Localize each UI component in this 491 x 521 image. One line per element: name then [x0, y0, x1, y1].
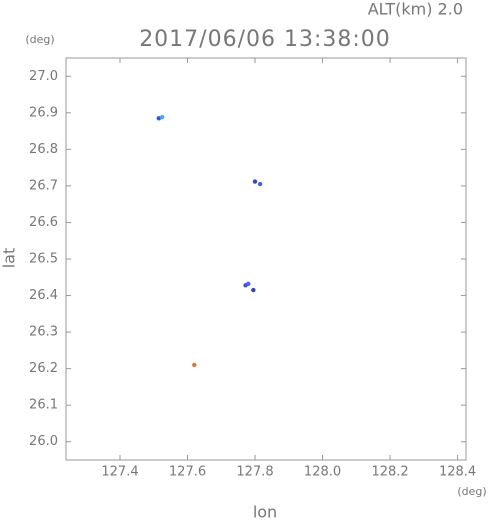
x-tick-label: 128.2 [371, 465, 408, 480]
y-tick-label: 26.4 [29, 288, 58, 303]
y-unit: (deg) [25, 33, 54, 46]
y-axis-label: lat [0, 248, 19, 269]
point [246, 281, 251, 287]
x-tick-label: 127.6 [169, 465, 206, 480]
plot-frame [65, 57, 467, 461]
x-tick-label: 128.4 [439, 465, 476, 480]
altitude-label: ALT(km) 2.0 [368, 0, 463, 19]
y-tick-label: 26.9 [29, 105, 58, 120]
y-tick-label: 26.2 [29, 361, 58, 376]
point [252, 179, 258, 184]
x-tick-label: 127.8 [236, 465, 273, 480]
x-unit: (deg) [457, 485, 486, 498]
point [251, 287, 256, 293]
y-tick-label: 26.6 [29, 215, 58, 230]
y-tick-label: 26.1 [29, 398, 58, 413]
y-tick-label: 26.8 [29, 142, 58, 157]
y-tick-label: 26.0 [29, 434, 58, 449]
x-axis-label: lon [253, 503, 277, 521]
x-tick-label: 127.4 [101, 465, 138, 480]
y-tick-label: 26.5 [29, 252, 58, 267]
y-tick-label: 26.7 [29, 178, 58, 193]
point [160, 115, 165, 120]
point [192, 362, 197, 368]
x-tick-label: 128.0 [304, 465, 341, 480]
y-tick-label: 26.3 [29, 325, 58, 340]
chart-title: 2017/06/06 13:38:00 [139, 27, 391, 52]
point [156, 116, 162, 121]
y-tick-label: 27.0 [29, 69, 58, 84]
point [257, 181, 263, 187]
